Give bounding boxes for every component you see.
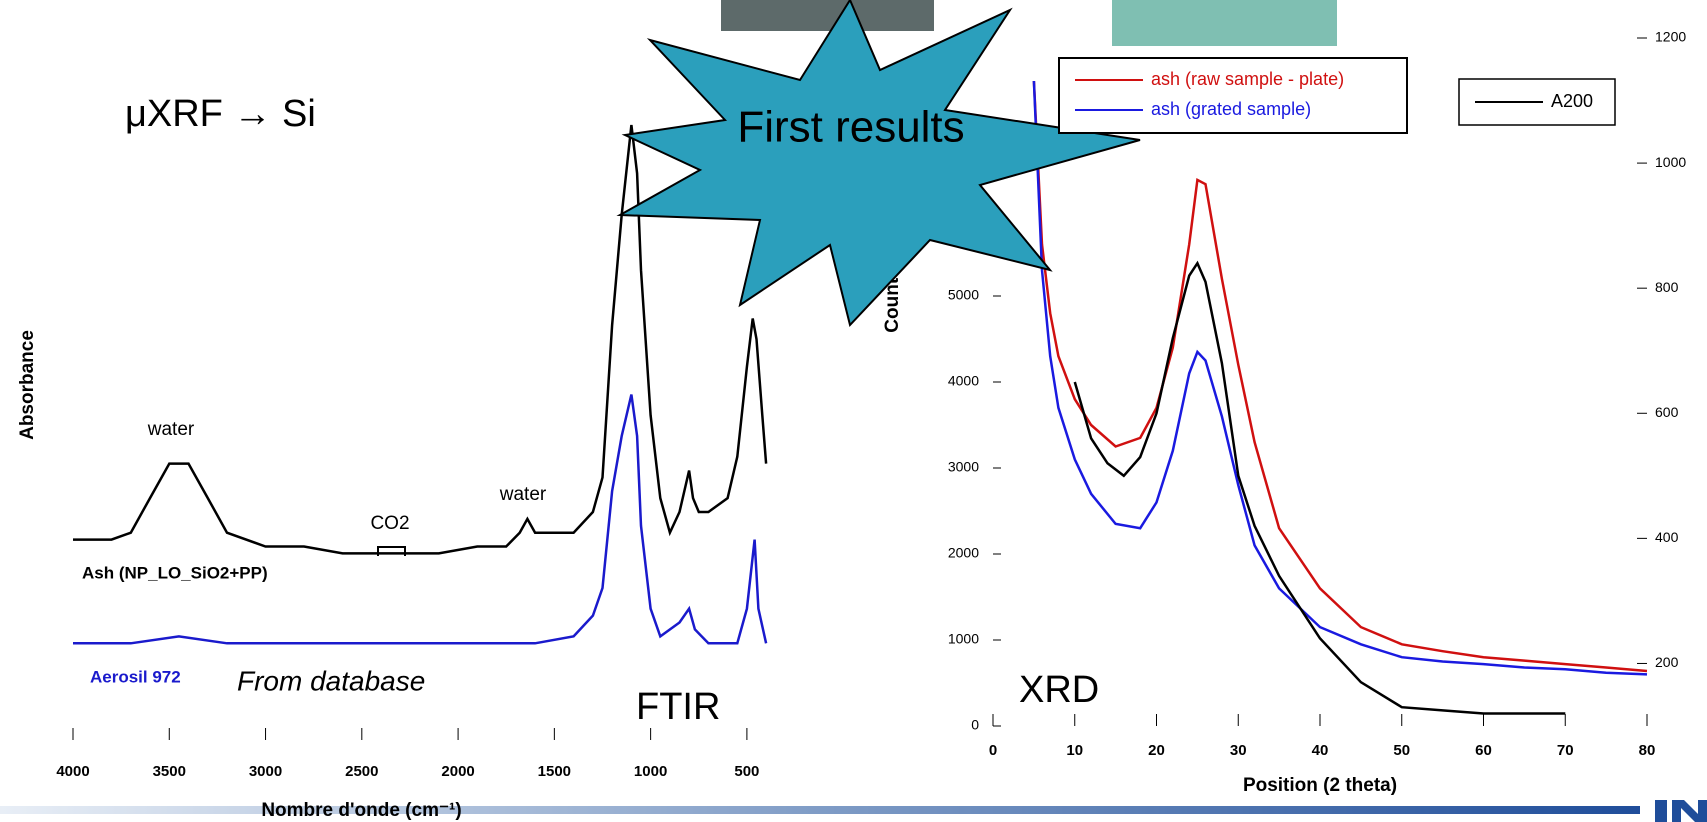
x-tick-label: 10 [1066, 742, 1083, 759]
x-tick-label: 30 [1230, 742, 1247, 759]
series-line [73, 394, 768, 645]
series-label: Ash (NP_LO_SiO2+PP) [82, 563, 268, 582]
y-tick-label: 5000 [948, 287, 979, 303]
y2-tick-label: 600 [1655, 404, 1679, 420]
x-tick-label: 70 [1557, 742, 1574, 759]
x-tick-label: 3000 [249, 763, 282, 780]
x-tick-label: 60 [1475, 742, 1492, 759]
x-tick-label: 1500 [538, 763, 571, 780]
banner-text: First results [737, 103, 964, 152]
technique-label: μXRF → Si [125, 93, 316, 135]
y2-tick-label: 1000 [1655, 154, 1686, 170]
series-line [73, 124, 768, 555]
x-tick-label: 20 [1148, 742, 1165, 759]
x-axis-title: Nombre d'onde (cm⁻¹) [261, 800, 461, 821]
x-tick-label: 2500 [345, 763, 378, 780]
legend-box [1058, 57, 1408, 134]
x-tick-label: 80 [1639, 742, 1656, 759]
x-axis-title: Position (2 theta) [1243, 775, 1397, 796]
logo [1655, 800, 1707, 822]
y-tick-label: 3000 [948, 459, 979, 475]
y-tick-label: 2000 [948, 545, 979, 561]
y2-tick-label: 800 [1655, 279, 1679, 295]
star-banner [616, 0, 1141, 328]
x-tick-label: 1000 [634, 763, 667, 780]
y2-tick-label: 1200 [1655, 29, 1686, 45]
x-tick-label: 50 [1393, 742, 1410, 759]
chart-title: XRD [1019, 669, 1099, 711]
legend-label: A200 [1551, 91, 1593, 111]
annotation: water [147, 419, 195, 440]
y2-tick-label: 400 [1655, 529, 1679, 545]
series-line [1032, 80, 1648, 673]
co2-bracket [377, 546, 406, 556]
y-tick-label: 4000 [948, 373, 979, 389]
x-tick-label: 4000 [56, 763, 89, 780]
photo [721, 0, 934, 31]
x-tick-label: 40 [1312, 742, 1329, 759]
x-tick-label: 3500 [153, 763, 186, 780]
photo [1112, 0, 1337, 46]
legend-label: ash (grated sample) [1151, 99, 1311, 119]
y-tick-label: 1000 [948, 631, 979, 647]
series-line [1032, 80, 1648, 676]
series-label: Aerosil 972 [90, 667, 181, 686]
series-line [1073, 260, 1566, 715]
note: From database [237, 665, 425, 696]
annotation: water [499, 484, 547, 505]
chart-title: FTIR [636, 686, 720, 728]
annotation: CO2 [370, 513, 409, 534]
footer-bar [0, 806, 1640, 814]
legend-label: ash (raw sample - plate) [1151, 69, 1344, 89]
x-tick-label: 500 [734, 763, 759, 780]
y2-tick-label: 200 [1655, 654, 1679, 670]
y-axis-title: Absorbance [17, 330, 38, 440]
x-tick-label: 2000 [441, 763, 474, 780]
y-tick-label: 0 [971, 717, 979, 733]
x-tick-label: 0 [989, 742, 997, 759]
